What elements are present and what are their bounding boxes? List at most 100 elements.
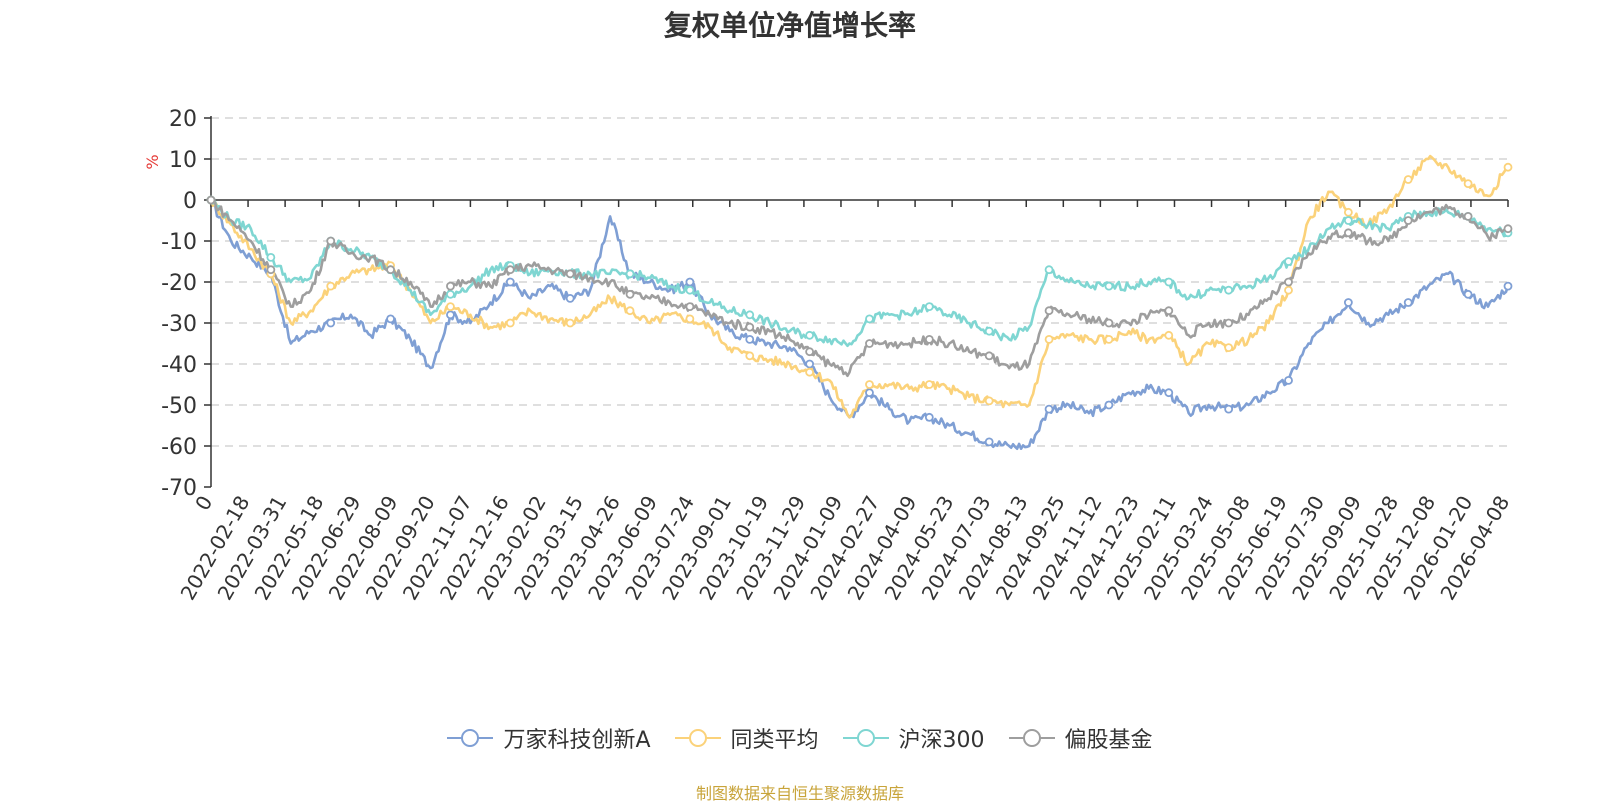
data-point[interactable]	[1104, 281, 1114, 291]
y-tick-label: -40	[161, 353, 197, 378]
data-point[interactable]	[1284, 375, 1293, 385]
data-point[interactable]	[446, 281, 455, 291]
data-point[interactable]	[685, 302, 695, 312]
data-point[interactable]	[565, 293, 575, 303]
y-tick-label: -30	[161, 312, 197, 337]
data-point[interactable]	[984, 396, 994, 406]
data-point[interactable]	[1403, 175, 1413, 184]
data-point[interactable]	[386, 265, 395, 275]
legend-marker-icon	[674, 729, 721, 747]
data-point[interactable]	[1224, 404, 1234, 414]
data-point[interactable]	[326, 236, 336, 246]
data-point[interactable]	[924, 380, 934, 389]
data-point[interactable]	[685, 277, 695, 287]
data-point[interactable]	[685, 285, 695, 295]
data-point[interactable]	[984, 437, 994, 447]
legend-item[interactable]: 万家科技创新A	[447, 722, 651, 754]
data-point[interactable]	[1044, 265, 1054, 275]
data-point[interactable]	[1224, 343, 1234, 353]
data-point[interactable]	[625, 306, 635, 316]
legend-item[interactable]: 沪深300	[842, 722, 985, 754]
data-point[interactable]	[326, 318, 336, 328]
data-point[interactable]	[1104, 334, 1114, 344]
data-point[interactable]	[924, 412, 934, 422]
data-point[interactable]	[984, 351, 994, 361]
data-point[interactable]	[805, 359, 815, 369]
legend-label: 偏股基金	[1064, 728, 1153, 753]
data-point[interactable]	[865, 380, 874, 389]
data-point[interactable]	[1503, 162, 1513, 172]
data-point[interactable]	[505, 318, 515, 328]
data-point[interactable]	[505, 265, 515, 275]
legend-marker-icon	[842, 729, 889, 747]
data-point[interactable]	[805, 367, 815, 377]
y-tick-label: -50	[161, 394, 197, 419]
data-point[interactable]	[865, 388, 874, 398]
data-point[interactable]	[446, 310, 455, 320]
data-point[interactable]	[865, 339, 874, 348]
legend-label: 万家科技创新A	[503, 728, 651, 753]
data-point[interactable]	[1164, 388, 1174, 398]
data-point[interactable]	[805, 347, 815, 357]
data-point[interactable]	[865, 314, 874, 324]
data-point[interactable]	[1503, 224, 1513, 234]
data-point[interactable]	[1343, 207, 1353, 217]
data-point[interactable]	[1104, 318, 1114, 328]
data-point[interactable]	[924, 302, 934, 312]
source-footer: 制图数据来自恒生聚源数据库	[695, 784, 904, 803]
data-point[interactable]	[1044, 306, 1054, 316]
data-point[interactable]	[1403, 298, 1413, 307]
data-point[interactable]	[1164, 306, 1174, 316]
data-point[interactable]	[745, 334, 755, 344]
data-point[interactable]	[326, 281, 336, 291]
series-line	[209, 199, 1510, 348]
data-point[interactable]	[1284, 285, 1293, 295]
data-point[interactable]	[446, 302, 455, 312]
data-point[interactable]	[446, 289, 455, 299]
axis-layer: 20100-10-20-30-40-50-60-7002022-02-18202…	[161, 107, 1514, 604]
data-point[interactable]	[386, 314, 395, 324]
data-point[interactable]	[1044, 404, 1054, 414]
series-layer	[206, 154, 1513, 450]
data-point[interactable]	[1463, 211, 1473, 221]
data-point[interactable]	[1343, 298, 1353, 307]
y-tick-label: -20	[161, 271, 197, 296]
data-point[interactable]	[924, 334, 934, 344]
data-point[interactable]	[1284, 257, 1293, 266]
legend-label: 同类平均	[730, 728, 819, 753]
data-point[interactable]	[685, 314, 695, 324]
data-point[interactable]	[745, 351, 755, 361]
legend-item[interactable]: 同类平均	[674, 722, 819, 754]
data-point[interactable]	[1284, 277, 1293, 287]
data-point[interactable]	[625, 289, 635, 299]
data-point[interactable]	[1224, 285, 1234, 295]
data-point[interactable]	[625, 269, 635, 279]
data-point[interactable]	[1044, 334, 1054, 344]
data-point[interactable]	[1104, 400, 1114, 410]
data-point[interactable]	[1164, 330, 1174, 340]
data-point[interactable]	[1463, 179, 1473, 189]
data-point[interactable]	[206, 195, 216, 205]
data-point[interactable]	[1343, 216, 1353, 225]
data-point[interactable]	[745, 310, 755, 320]
data-point[interactable]	[505, 277, 515, 287]
data-point[interactable]	[266, 265, 276, 275]
chart-title: 复权单位净值增长率	[663, 9, 916, 42]
data-point[interactable]	[266, 252, 276, 262]
data-point[interactable]	[805, 330, 815, 340]
data-point[interactable]	[745, 322, 755, 332]
legend-marker-icon	[1008, 729, 1055, 747]
data-point[interactable]	[1224, 318, 1234, 328]
data-point[interactable]	[1503, 281, 1513, 291]
data-point[interactable]	[565, 269, 575, 279]
data-point[interactable]	[1463, 289, 1473, 299]
data-point[interactable]	[565, 318, 575, 328]
data-point[interactable]	[984, 326, 994, 336]
y-tick-label: 0	[183, 189, 197, 214]
data-point[interactable]	[1403, 216, 1413, 225]
data-point[interactable]	[1164, 277, 1174, 287]
legend: 万家科技创新A 同类平均 沪深300 偏股基金	[0, 722, 1600, 754]
data-point[interactable]	[1343, 228, 1353, 238]
legend-item[interactable]: 偏股基金	[1008, 722, 1153, 754]
